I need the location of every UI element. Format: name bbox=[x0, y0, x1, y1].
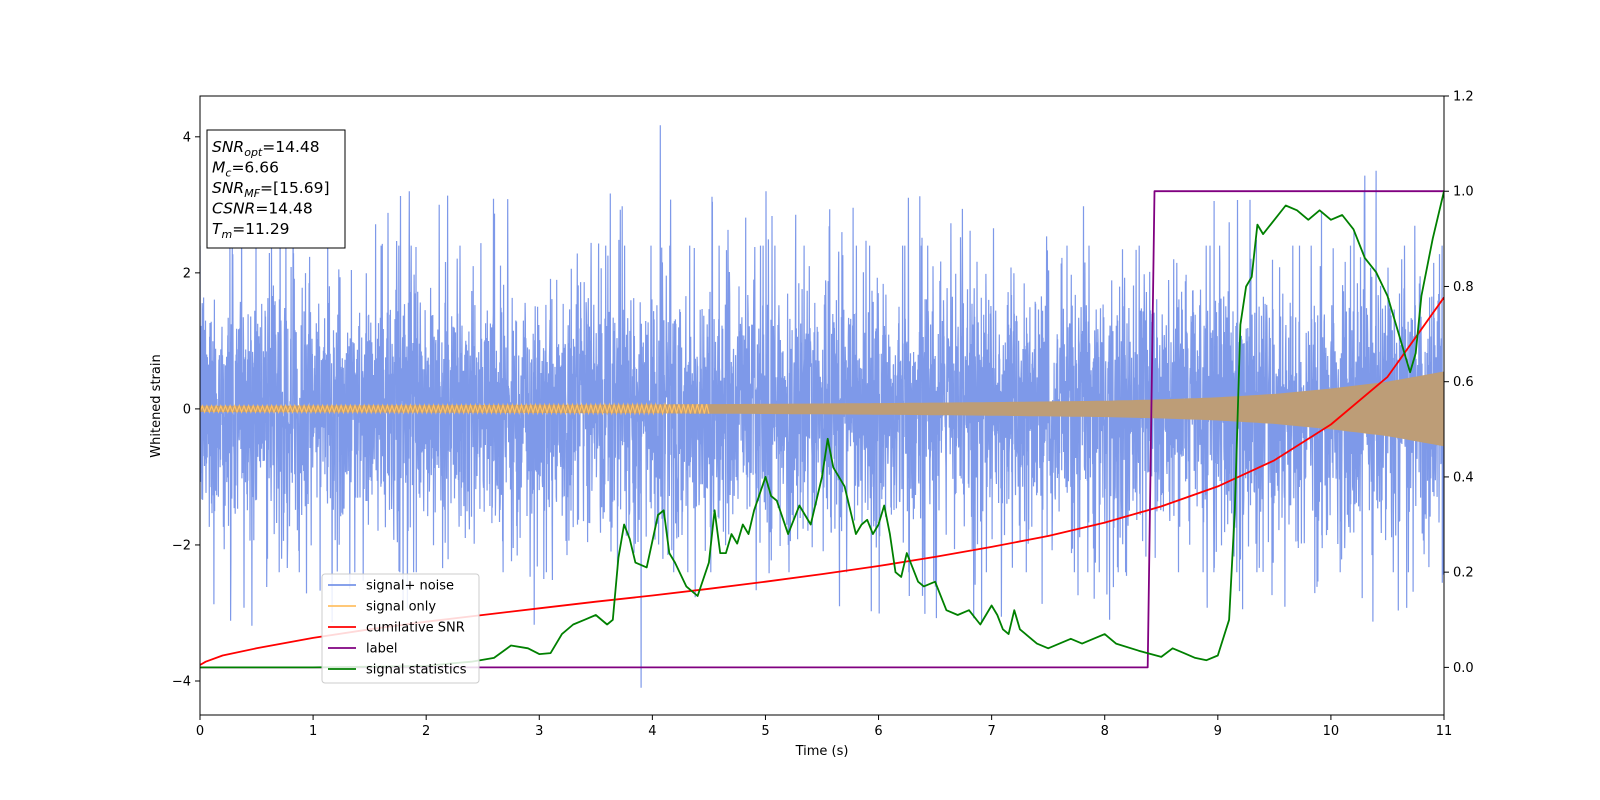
legend-label: signal only bbox=[366, 600, 436, 615]
y2-tick-label: 0.6 bbox=[1453, 375, 1474, 390]
x-tick-label: 9 bbox=[1214, 724, 1222, 739]
x-tick-label: 0 bbox=[196, 724, 204, 739]
x-tick-label: 4 bbox=[648, 724, 656, 739]
y2-tick-label: 0.8 bbox=[1453, 280, 1474, 295]
y-tick-label: −4 bbox=[172, 674, 191, 689]
x-tick-label: 6 bbox=[874, 724, 882, 739]
legend-label: cumilative SNR bbox=[366, 621, 465, 636]
ticks-layer: 0 1 2 3 4 5 6 7 8 9 10 11 −4 −2 0 2 4 0.0 0.2 0.4 0.6 0.8 1.0 1… bbox=[172, 90, 1474, 740]
legend-frame bbox=[321, 573, 480, 684]
y2-tick-label: 1.0 bbox=[1453, 185, 1474, 200]
y-tick-label: −2 bbox=[172, 538, 191, 553]
x-tick-label: 8 bbox=[1101, 724, 1109, 739]
x-tick-label: 2 bbox=[422, 724, 430, 739]
legend: signal+ noise signal only cumilative SNR la… bbox=[321, 573, 480, 684]
x-tick-label: 3 bbox=[535, 724, 543, 739]
y2-tick-label: 0.0 bbox=[1453, 661, 1474, 676]
annotation-box: SNRopt=14.48Mc=6.66SNRMF=[15.69]CSNR=14.… bbox=[206, 129, 346, 249]
y2-tick-label: 1.2 bbox=[1453, 90, 1474, 105]
x-tick-label: 7 bbox=[987, 724, 995, 739]
x-tick-label: 11 bbox=[1436, 724, 1453, 739]
series-line-cumilative-snr bbox=[200, 296, 1444, 666]
x-tick-label: 10 bbox=[1323, 724, 1340, 739]
x-tick-label: 1 bbox=[309, 724, 317, 739]
y-axis-label: Whitened strain bbox=[149, 354, 164, 457]
y-tick-label: 0 bbox=[183, 402, 191, 417]
series-area-signal-only bbox=[200, 371, 1444, 447]
annotation-line: Mc=6.66 bbox=[212, 159, 279, 180]
legend-label: label bbox=[366, 642, 397, 657]
y2-tick-label: 0.4 bbox=[1453, 470, 1474, 485]
annotation-line: SNRMF=[15.69] bbox=[212, 179, 330, 200]
series-layer bbox=[200, 125, 1444, 688]
annotation-line: CSNR=14.48 bbox=[212, 200, 313, 218]
x-tick-label: 5 bbox=[761, 724, 769, 739]
series-line-signal-statistics bbox=[200, 190, 1444, 669]
x-axis-label: Time (s) bbox=[795, 744, 849, 759]
plot-frame bbox=[199, 95, 1445, 716]
legend-label: signal+ noise bbox=[366, 579, 454, 594]
annotation-frame bbox=[206, 129, 346, 249]
series-wave-signal-only bbox=[200, 402, 710, 416]
annotation-line: SNRopt=14.48 bbox=[212, 138, 320, 159]
annotation-line: Tm=11.29 bbox=[212, 220, 290, 241]
series-line-label bbox=[200, 190, 1444, 669]
y2-tick-label: 0.2 bbox=[1453, 566, 1474, 581]
legend-label: signal statistics bbox=[366, 663, 467, 678]
y-tick-label: 4 bbox=[183, 130, 191, 145]
y-tick-label: 2 bbox=[183, 266, 191, 281]
